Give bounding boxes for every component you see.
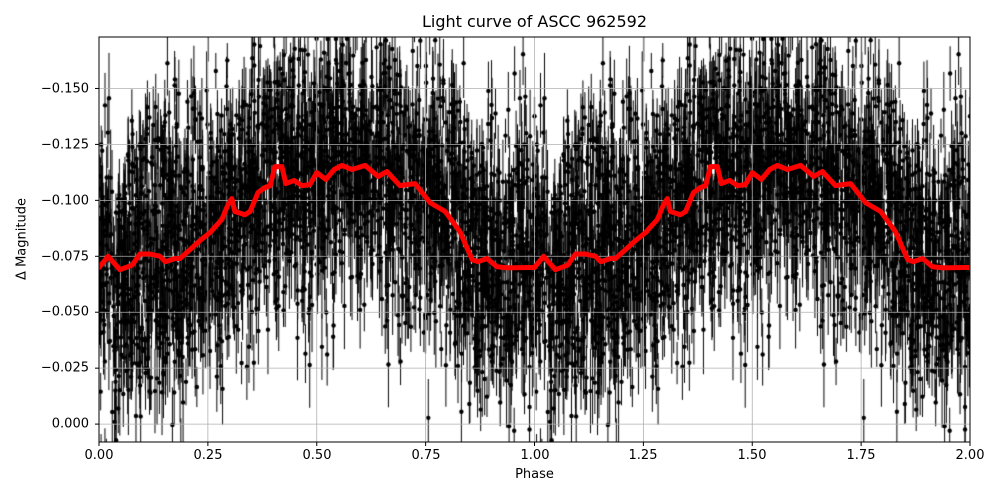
- y-tick-label: −0.100: [40, 193, 89, 209]
- x-tick-label: 0.50: [302, 448, 332, 463]
- tick-marks: [95, 87, 971, 446]
- x-tick-label: 1.50: [737, 448, 767, 463]
- y-tick-label: −0.125: [40, 137, 89, 153]
- y-tick-label: 0.000: [51, 416, 89, 432]
- x-tick-label: 0.00: [84, 448, 114, 463]
- x-tick-label: 1.75: [846, 448, 876, 463]
- x-tick-label: 1.25: [628, 448, 658, 463]
- y-tick-label: −0.025: [40, 360, 89, 376]
- x-tick-label: 0.75: [411, 448, 441, 463]
- x-tick-label: 0.25: [193, 448, 223, 463]
- x-tick-label: 2.00: [955, 448, 985, 463]
- grid-lines: [98, 37, 971, 442]
- x-axis-label: Phase: [515, 467, 554, 482]
- binned-mean-curve: [99, 162, 970, 273]
- y-tick-label: −0.075: [40, 249, 89, 265]
- y-axis-label: Δ Magnitude: [14, 198, 30, 280]
- y-tick-label: −0.050: [40, 304, 89, 320]
- x-tick-label: 1.00: [520, 448, 550, 463]
- y-tick-label: −0.150: [40, 81, 89, 97]
